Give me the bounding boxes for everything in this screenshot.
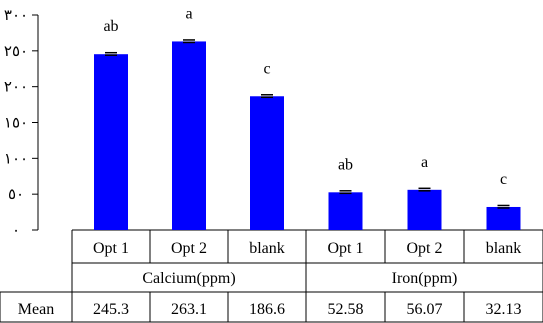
y-tick-label: ٠: [12, 223, 20, 239]
bar: [94, 54, 128, 231]
category-label: blank: [249, 240, 285, 257]
significance-letter: c: [500, 171, 507, 188]
significance-letter: a: [185, 5, 192, 22]
mean-value: 245.3: [93, 301, 129, 318]
category-label: Opt 2: [407, 240, 443, 257]
bar: [172, 41, 206, 230]
significance-letter: c: [263, 60, 270, 77]
category-label: Opt 1: [328, 240, 364, 257]
mean-value: 56.07: [407, 301, 443, 318]
y-tick-label: ٢٠٠: [4, 80, 28, 96]
y-axis: ٠ ٥٠ ١٠٠ ١٥٠ ٢٠٠ ٢٥٠ ٣٠٠: [4, 8, 39, 239]
bar: [250, 96, 284, 231]
bar: [328, 192, 363, 230]
y-tick-label: ٣٠٠: [4, 8, 28, 24]
mean-value: 32.13: [486, 301, 522, 318]
y-tick-label: ٥٠: [8, 187, 24, 203]
bar: [407, 189, 442, 230]
bars: [94, 39, 521, 231]
category-label: Opt 1: [93, 240, 129, 257]
category-label: blank: [486, 240, 522, 257]
y-tick-label: ١٥٠: [4, 116, 28, 132]
mean-value: 52.58: [328, 301, 364, 318]
significance-letter: ab: [103, 18, 118, 35]
significance-letter: a: [421, 154, 428, 171]
group-label: Calcium(ppm): [142, 270, 235, 287]
category-label: Opt 2: [171, 240, 207, 257]
significance-letter: ab: [338, 156, 353, 173]
mean-value: 263.1: [171, 301, 207, 318]
mean-value: 186.6: [249, 301, 285, 318]
y-tick-label: ٢٥٠: [4, 44, 28, 60]
y-tick-label: ١٠٠: [4, 151, 28, 167]
group-label: Iron(ppm): [392, 270, 458, 287]
bar: [486, 206, 521, 230]
labels: ab a c ab a c Opt 1 245.3 Opt 2 263.1 blank 186.6 Ca…: [18, 5, 522, 318]
table-grid: [0, 229, 543, 323]
mean-row-label: Mean: [18, 301, 54, 318]
